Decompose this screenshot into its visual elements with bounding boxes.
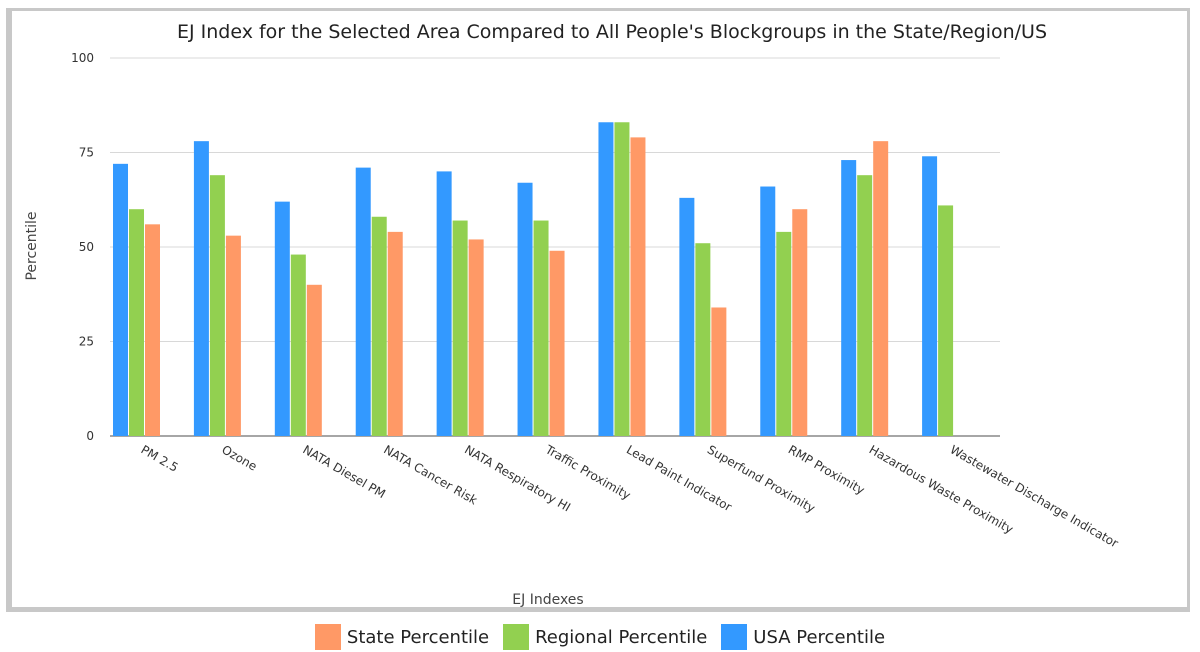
bar-regional-percentile [371,216,387,436]
legend-label: USA Percentile [753,626,886,648]
legend-label: Regional Percentile [535,626,708,648]
bar-chart: EJ Index for the Selected Area Compared … [24,21,1121,608]
y-tick-label: 25 [79,335,94,349]
bar-usa-percentile [274,201,290,436]
bar-usa-percentile [922,156,938,436]
bar-regional-percentile [533,220,549,436]
bar-state-percentile [306,284,322,436]
x-axis-label: EJ Indexes [512,592,583,608]
x-tick-label: Hazardous Waste Proximity [867,442,1016,536]
bar-state-percentile [225,235,241,436]
y-tick-label: 75 [79,146,94,160]
bar-regional-percentile [452,220,468,436]
y-axis-ticks: 0 25 50 75 100 [71,51,94,443]
bar-regional-percentile [857,175,873,436]
y-tick-label: 0 [86,429,94,443]
x-tick-label: Wastewater Discharge Indicator [948,442,1121,550]
bar-usa-percentile [841,160,857,436]
legend-swatch [503,624,530,650]
bar-usa-percentile [355,167,371,436]
bar-regional-percentile [614,122,630,436]
bar-state-percentile [873,141,889,436]
x-tick-label: NATA Diesel PM [300,442,388,501]
legend-item: USA Percentile [721,624,885,650]
y-axis-label: Percentile [24,211,40,280]
y-tick-label: 50 [79,240,94,254]
bar-usa-percentile [113,163,128,436]
bar-regional-percentile [938,205,954,436]
legend-label: State Percentile [346,626,490,648]
bar-usa-percentile [193,141,209,436]
bar-usa-percentile [517,182,533,436]
bar-usa-percentile [760,186,776,436]
bar-regional-percentile [209,175,225,436]
legend-item: State Percentile [314,624,490,650]
bar-state-percentile [549,250,565,436]
bar-state-percentile [792,209,808,436]
legend-item: Regional Percentile [503,624,707,650]
legend: State Percentile Regional Percentile USA P… [0,622,1200,652]
bar-regional-percentile [695,243,711,436]
chart-title: EJ Index for the Selected Area Compared … [177,21,1047,43]
bar-state-percentile [630,137,646,436]
y-tick-label: 100 [71,51,94,65]
bar-state-percentile [145,224,160,436]
bar-state-percentile [387,231,403,436]
bar-state-percentile [468,239,484,436]
bars [113,122,954,436]
bar-usa-percentile [598,122,614,436]
x-tick-label: PM 2.5 [139,442,181,474]
x-tick-label: RMP Proximity [786,442,867,497]
bar-usa-percentile [679,197,695,436]
bar-regional-percentile [776,231,792,436]
x-tick-label: Ozone [219,442,259,473]
bar-regional-percentile [290,254,306,436]
legend-swatch [314,624,341,650]
legend-swatch [721,624,748,650]
bar-regional-percentile [129,209,144,436]
bar-state-percentile [711,307,727,436]
bar-usa-percentile [436,171,452,436]
